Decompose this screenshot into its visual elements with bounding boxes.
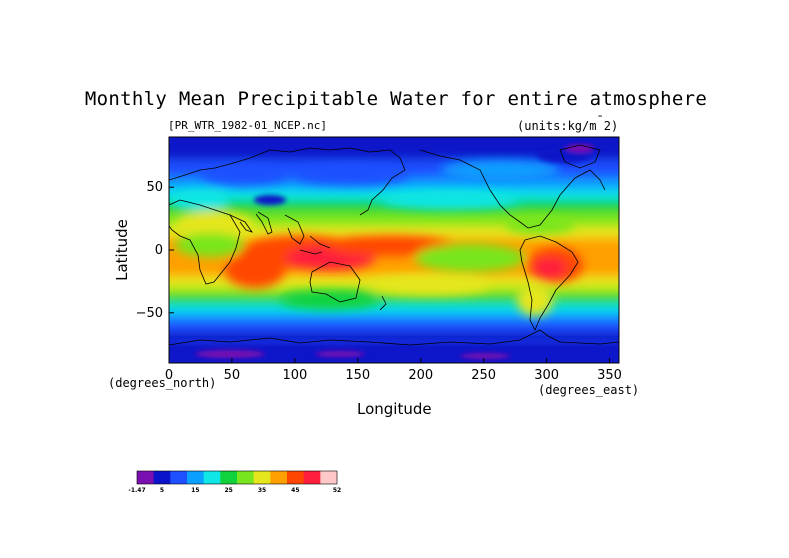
y-tick-label: −50: [136, 306, 163, 321]
x-axis-units: (degrees_east): [538, 383, 640, 397]
colorbar-label: 25: [224, 487, 232, 494]
coastline-new-zealand: [379, 295, 387, 311]
colorbar-swatch: [153, 471, 171, 484]
file-name-label: [PR_WTR_1982-01_NCEP.nc]: [168, 119, 327, 132]
coastline-antarctica: [169, 329, 619, 346]
y-axis: 50 0 −50: [136, 180, 174, 321]
colorbar-swatch: [170, 471, 188, 484]
colorbar: -1.47 5 15 25 35 45 52: [128, 470, 341, 494]
chart-title: Monthly Mean Precipitable Water for enti…: [84, 88, 708, 110]
coastline-se-asia: [284, 214, 331, 255]
coastline-greenland: [559, 144, 601, 169]
coastline-arabia-india: [229, 211, 273, 235]
coastlines: [169, 144, 619, 346]
colorbar-swatch: [237, 471, 255, 484]
x-tick-label: 250: [471, 368, 496, 383]
colorbar-swatch: [203, 471, 221, 484]
x-axis: 0 50 100 150 200 250 300 350: [165, 358, 622, 383]
colorbar-swatch: [320, 471, 338, 484]
colorbar-swatch: [220, 471, 238, 484]
colorbar-swatch: [287, 471, 305, 484]
coastline-africa: [169, 199, 241, 285]
y-tick-label: 0: [155, 243, 163, 258]
x-axis-label: Longitude: [357, 400, 432, 418]
x-tick-label: 350: [597, 368, 622, 383]
colorbar-swatch: [253, 471, 271, 484]
colorbar-label: 45: [291, 487, 299, 494]
colorbar-label: 52: [333, 487, 341, 494]
colorbar-label: 5: [160, 487, 164, 494]
colorbar-frame: [136, 470, 338, 485]
colorbar-swatch: [137, 471, 155, 484]
x-tick-label: 50: [224, 368, 241, 383]
coastline-north-america: [419, 149, 606, 229]
colorbar-swatch: [303, 471, 321, 484]
coastline-australia: [309, 261, 361, 303]
coastline-eurasia: [169, 147, 406, 216]
x-tick-label: 300: [534, 368, 559, 383]
colorbar-swatch: [187, 471, 205, 484]
colorbar-label: 15: [191, 487, 199, 494]
x-tick-label: 200: [408, 368, 433, 383]
x-tick-label: 0: [165, 368, 173, 383]
x-tick-label: 150: [345, 368, 370, 383]
y-axis-units: (degrees_north): [108, 376, 217, 390]
y-axis-label: Latitude: [113, 219, 131, 281]
y-tick-label: 50: [146, 180, 163, 195]
x-tick-label: 100: [282, 368, 307, 383]
colorbar-label: 35: [258, 487, 266, 494]
colorbar-swatch: [270, 471, 288, 484]
coastline-south-america: [519, 235, 579, 331]
units-label: (units:kg/m¯2): [517, 114, 619, 133]
colorbar-label: -1.47: [128, 487, 145, 494]
precipitable-water-field: [169, 137, 619, 363]
